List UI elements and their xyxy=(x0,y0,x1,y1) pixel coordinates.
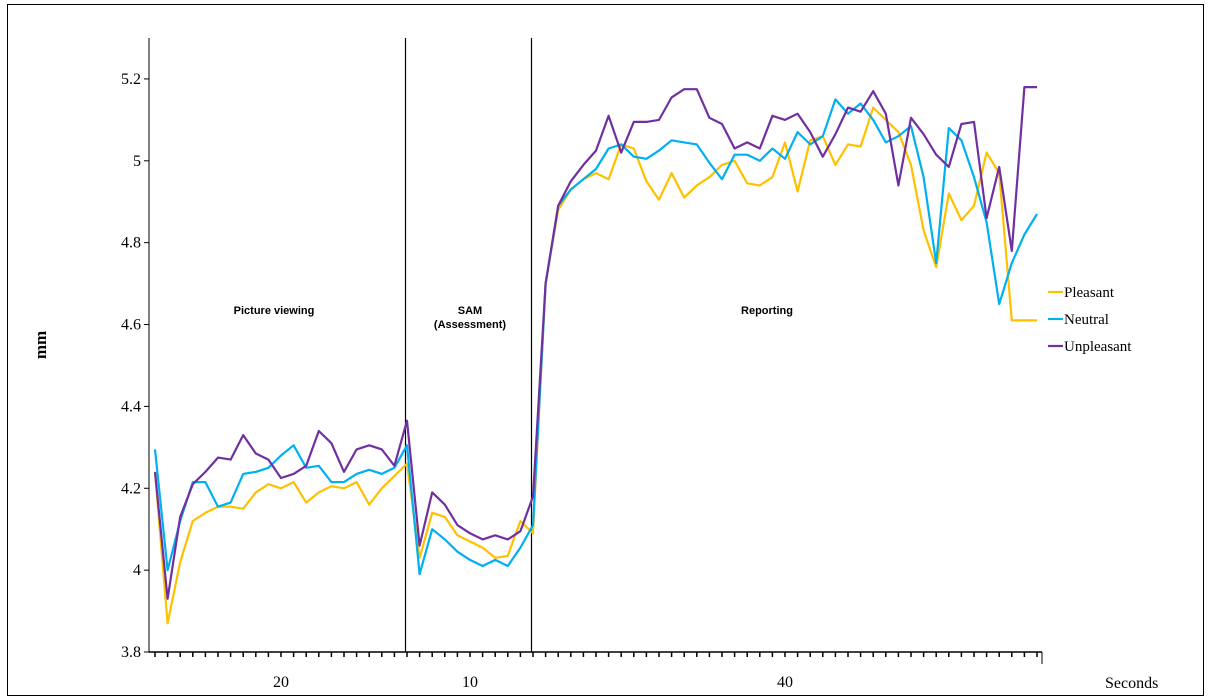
y-tick-label: 5.2 xyxy=(121,71,141,88)
y-tick-label: 4.4 xyxy=(121,398,141,415)
series-lines xyxy=(153,85,1038,625)
y-tick-label: 5 xyxy=(133,153,141,170)
y-tick-label: 4 xyxy=(133,562,141,579)
series-line-unpleasant xyxy=(153,85,1037,600)
phase-label: (Assessment) xyxy=(434,319,506,331)
y-tick-label: 4.8 xyxy=(121,235,141,252)
legend-entry: Unpleasant xyxy=(1064,339,1132,355)
series-line-pleasant xyxy=(153,106,1037,625)
y-tick-label: 4.6 xyxy=(121,317,141,334)
phase-label: Reporting xyxy=(741,305,793,317)
phase-dividers: Picture viewing SAM (Assessment) Reporting xyxy=(234,38,793,652)
series-line-neutral xyxy=(153,98,1038,576)
phase-duration-label: 20 xyxy=(273,674,289,691)
y-axis-label: mm xyxy=(31,331,50,359)
legend-entry: Pleasant xyxy=(1064,285,1115,301)
phase-duration-label: 40 xyxy=(777,674,793,691)
y-tick-label: 4.2 xyxy=(121,480,141,497)
phase-duration-label: 10 xyxy=(462,674,478,691)
legend-entry: Neutral xyxy=(1064,312,1109,328)
legend: Pleasant Neutral Unpleasant xyxy=(1048,285,1132,355)
x-axis-label: Seconds xyxy=(1105,675,1158,692)
x-ticks: 20 10 40 xyxy=(154,652,1043,691)
chart-frame xyxy=(7,4,1204,696)
y-ticks: 3.8 4 4.2 4.4 4.6 4.8 5 5.2 xyxy=(121,71,149,661)
phase-label: Picture viewing xyxy=(234,305,315,317)
phase-label: SAM xyxy=(458,305,482,317)
y-tick-label: 3.8 xyxy=(121,644,141,661)
